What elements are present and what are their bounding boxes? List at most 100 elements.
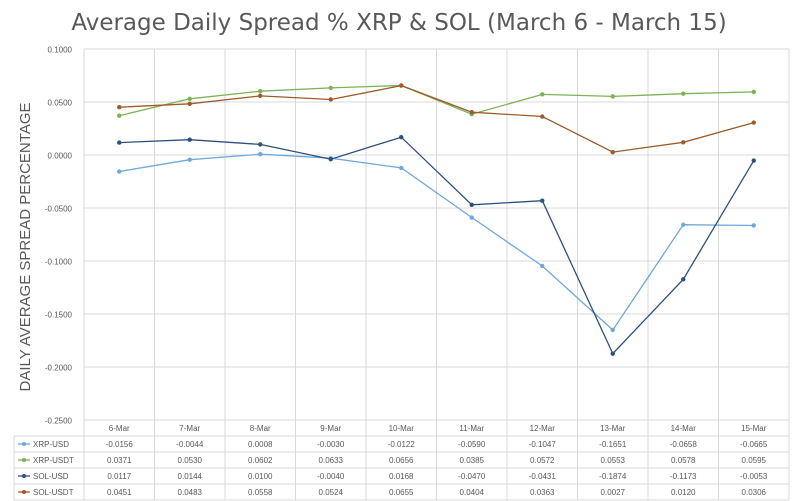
legend-entry: SOL-USD (33, 472, 69, 481)
data-point (258, 142, 263, 147)
data-label: 0.0363 (530, 488, 555, 497)
data-point (187, 157, 192, 162)
data-point (328, 157, 333, 162)
data-point (328, 85, 333, 91)
data-point (469, 202, 474, 208)
y-tick-label: -0.0500 (45, 205, 73, 214)
data-label: -0.1651 (599, 440, 627, 449)
category-label: 7-Mar (179, 424, 200, 433)
data-point (117, 169, 122, 174)
data-label: -0.0040 (317, 472, 345, 481)
legend-marker (22, 474, 26, 478)
data-point (258, 151, 263, 157)
data-label: -0.0044 (176, 440, 204, 449)
data-label: -0.0470 (458, 472, 486, 481)
data-point (610, 149, 615, 155)
data-label: -0.0590 (458, 440, 486, 449)
legend-marker (22, 458, 26, 462)
data-point (469, 109, 474, 115)
legend-entry: XRP-USD (33, 440, 69, 449)
data-point (610, 351, 615, 356)
data-point (187, 137, 192, 142)
data-point (540, 198, 545, 203)
data-label: 0.0404 (460, 488, 485, 497)
data-label: 0.0100 (248, 472, 273, 481)
data-label: -0.1874 (599, 472, 627, 481)
data-label: 0.0306 (742, 488, 767, 497)
legend-marker (22, 490, 26, 494)
data-label: -0.0658 (670, 440, 698, 449)
y-tick-label: -0.1500 (45, 311, 73, 320)
data-label: 0.0385 (460, 456, 485, 465)
series-group (117, 83, 756, 356)
category-label: 6-Mar (109, 424, 130, 433)
data-label: 0.0553 (601, 456, 626, 465)
data-point (328, 97, 333, 102)
data-label: 0.0633 (319, 456, 344, 465)
data-label: 0.0602 (248, 456, 273, 465)
y-tick-label: 0.0000 (48, 152, 73, 161)
data-label: -0.0030 (317, 440, 345, 449)
chart-title: Average Daily Spread % XRP & SOL (March … (71, 10, 726, 36)
data-point (258, 88, 263, 94)
data-point (540, 114, 545, 119)
data-label: 0.0451 (107, 488, 132, 497)
category-label: 11-Mar (459, 424, 484, 433)
y-tick-label: -0.2000 (45, 364, 73, 373)
series-line (119, 136, 755, 355)
series-line (119, 153, 754, 331)
data-label: 0.0168 (389, 472, 414, 481)
data-point (681, 222, 686, 227)
data-point (610, 327, 615, 333)
data-label: -0.0122 (388, 440, 416, 449)
y-tick-labels: 0.1000 0.0500 0.0000 -0.0500 -0.1000 -0.1500 -… (45, 46, 73, 426)
gridlines (83, 48, 790, 500)
data-label: 0.0027 (601, 488, 626, 497)
data-point (681, 140, 686, 145)
data-point (751, 120, 756, 125)
category-label: 9-Mar (320, 424, 341, 433)
data-point (681, 91, 686, 96)
data-label: 0.0008 (248, 440, 273, 449)
y-axis-label: DAILY AVERAGE SPREAD PERCENTAGE (17, 103, 34, 392)
data-table: 6-Mar 7-Mar 8-Mar 9-Mar 10-Mar 11-Mar 12-Mar 13… (13, 419, 789, 501)
data-point (187, 96, 192, 102)
data-point (540, 263, 545, 269)
data-label: 0.0530 (178, 456, 203, 465)
legend-entry: SOL-USDT (33, 488, 74, 497)
y-tick-label: 0.1000 (48, 46, 73, 55)
category-label: 14-Mar (671, 424, 697, 433)
data-point (117, 104, 122, 110)
data-label: -0.1047 (529, 440, 557, 449)
data-label: 0.0656 (389, 456, 414, 465)
category-label: 8-Mar (250, 424, 271, 433)
data-point (187, 101, 192, 107)
data-label: -0.0431 (529, 472, 557, 481)
data-label: 0.0558 (248, 488, 273, 497)
data-label: -0.0053 (740, 472, 768, 481)
data-point (469, 215, 474, 220)
category-label: 15-Mar (741, 424, 767, 433)
data-label: 0.0371 (107, 456, 132, 465)
series-line (119, 84, 754, 117)
data-point (681, 277, 686, 282)
category-label: 12-Mar (530, 424, 556, 433)
data-label: -0.0156 (106, 440, 134, 449)
category-label: 13-Mar (600, 424, 626, 433)
data-point (258, 93, 263, 99)
data-label: 0.0655 (389, 488, 414, 497)
data-point (117, 140, 122, 145)
legend-marker (22, 442, 26, 446)
category-label: 10-Mar (389, 424, 415, 433)
data-label: 0.0483 (178, 488, 203, 497)
data-point (751, 223, 756, 228)
data-point (117, 113, 122, 118)
series-line (119, 84, 754, 153)
data-point (751, 158, 756, 163)
data-label: 0.0120 (671, 488, 696, 497)
data-point (399, 165, 404, 171)
data-point (751, 89, 756, 95)
data-label: -0.0665 (740, 440, 768, 449)
y-tick-label: 0.0500 (48, 99, 73, 108)
